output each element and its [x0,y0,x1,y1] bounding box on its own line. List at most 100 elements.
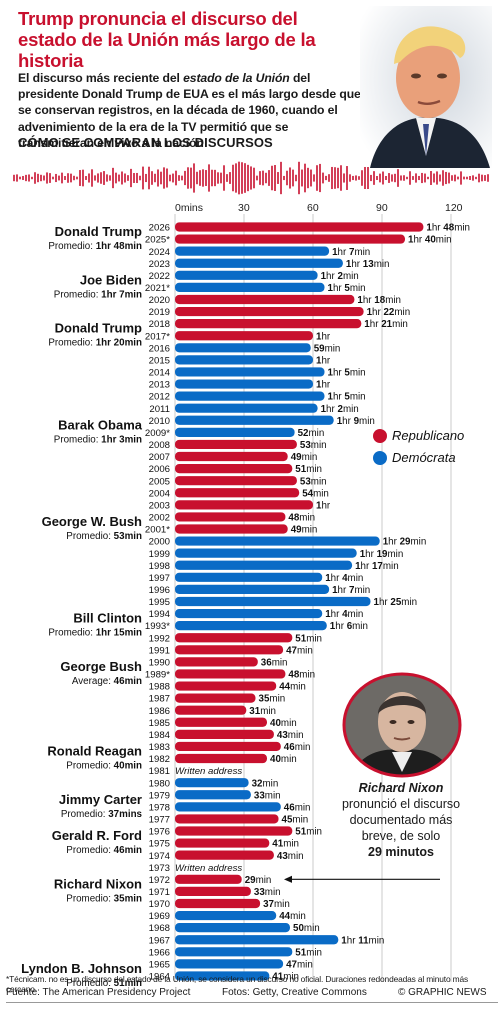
footer-rule [6,1002,498,1003]
duration-bar [175,391,325,401]
duration-label: 1hr 13min [346,259,390,270]
democrat-legend-label: Demócrata [392,450,456,465]
duration-bar [175,331,313,341]
duration-label: 1hr [316,380,331,391]
x-tick-label: 30 [238,202,250,214]
year-label: 1974 [149,851,171,862]
intro-emphasis: estado de la Unión [183,71,290,85]
duration-bar [175,850,274,860]
year-label: 2010 [149,416,170,427]
year-label: 1985 [149,718,170,729]
republican-legend-label: Republicano [392,428,464,443]
duration-label: 46min [284,742,311,753]
duration-bar [175,608,323,619]
duration-label: 51min [295,633,322,644]
nixon-annotation: Richard Nixon pronunció el discurso docu… [326,780,476,860]
annotation-name: Richard Nixon [358,781,444,795]
duration-label: 32min [252,778,279,789]
year-label: 2015 [149,355,170,366]
duration-bar [175,427,295,437]
duration-bar [175,971,270,981]
duration-bar [175,476,297,486]
year-label: 1967 [149,935,170,946]
duration-label: 59min [314,343,341,354]
duration-label: 1hr 4min [325,573,363,584]
duration-bar [175,681,277,691]
duration-label: 1hr 9min [337,416,375,427]
duration-bar [175,621,327,631]
duration-bar [175,415,334,425]
duration-label: 1hr 6min [330,621,368,632]
duration-label: 47min [286,959,313,970]
year-label: 2016 [149,343,170,354]
duration-bar [175,500,313,510]
duration-bar [175,778,249,788]
year-label: 1997 [149,573,170,584]
president-name: Lyndon B. Johnson [21,961,142,976]
duration-bar [175,898,261,909]
x-tick-label: 90 [376,202,388,214]
president-name: Donald Trump [55,321,142,336]
year-label: 1980 [149,778,170,789]
year-label: 2000 [149,537,170,548]
intro-part2: del presidente Donald Trump de EUA es el… [18,71,361,150]
duration-bar [175,246,330,256]
year-label: 1998 [149,561,170,572]
photo-credits: Fotos: Getty, Creative Commons [222,987,367,998]
duration-label: 1hr 29min [383,537,427,548]
year-label: 1983 [149,742,170,753]
written-address-label: Written address [175,863,242,874]
duration-label: 52min [298,428,325,439]
year-label: 1993* [145,621,170,632]
duration-bar [175,439,297,450]
duration-bar [175,729,274,739]
year-label: 2008 [149,440,170,451]
year-label: 2023 [149,259,170,270]
intro-part1: El discurso más reciente del [18,71,184,85]
president-name: George W. Bush [42,514,142,529]
president-name: Joe Biden [80,272,142,287]
year-label: 1977 [149,815,170,826]
duration-bar [175,319,362,329]
year-label: 1984 [149,730,171,741]
duration-label: 43min [277,730,304,741]
duration-bar [175,923,290,933]
president-name: Bill Clinton [73,611,142,626]
duration-label: 40min [270,754,297,765]
duration-label: 53min [300,476,327,487]
year-label: 1994 [149,609,171,620]
president-average: Promedio: 1hr 15min [48,628,142,639]
president-name: Richard Nixon [54,876,142,891]
duration-bar [175,512,286,522]
year-label: 1982 [149,754,170,765]
year-label: 1964 [149,972,171,983]
year-label: 2024 [149,247,171,258]
duration-bar [175,753,267,764]
president-average: Promedio: 1hr 48min [48,241,142,252]
annotation-line2: documentado más [349,813,453,827]
duration-bar [175,741,281,752]
democrat-legend-dot [373,451,387,465]
duration-label: 1hr 40min [408,235,452,246]
duration-label: 1hr 11min [341,935,384,946]
president-average: Promedio: 1hr 3min [54,434,142,445]
year-label: 2017* [145,331,170,342]
duration-label: 49min [291,452,318,463]
year-label: 1999 [149,549,170,560]
duration-bar [175,258,343,268]
president-average: Promedio: 1hr 20min [48,338,142,349]
duration-label: 29min [245,875,272,886]
duration-bar [175,959,284,969]
duration-label: 1hr [316,500,331,511]
page-title: Trump pronuncia el discurso del estado d… [18,8,316,71]
duration-label: 1hr 22min [367,307,411,318]
president-average: Promedio: 53min [66,531,142,542]
president-average: Promedio: 40min [66,761,142,772]
annotation-duration: 29 minutos [368,845,434,859]
president-average: Promedio: 46min [66,845,142,856]
duration-label: 1hr 7min [332,247,370,258]
president-name: Ronald Reagan [47,744,142,759]
duration-bar [175,645,284,655]
duration-bar [175,572,323,582]
